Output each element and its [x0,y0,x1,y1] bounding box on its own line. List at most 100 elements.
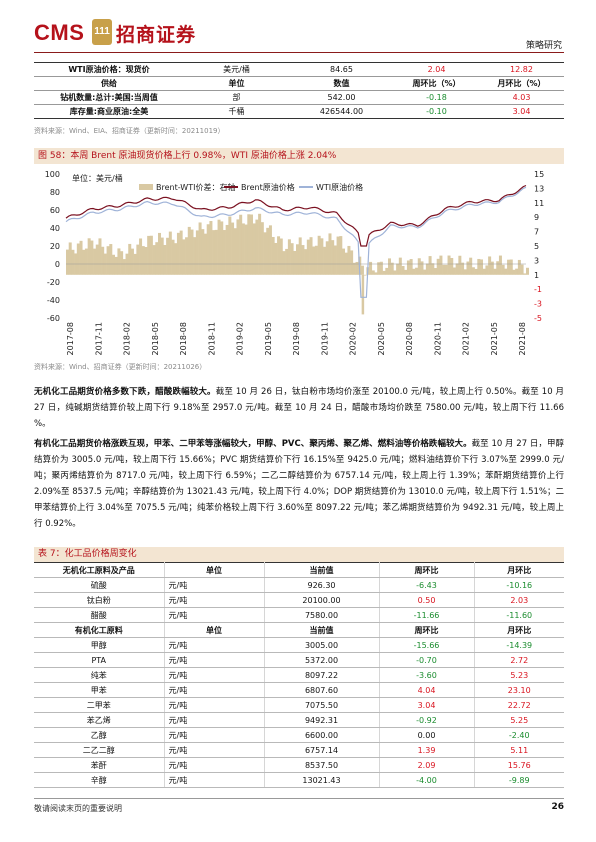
spread-bar [158,232,162,275]
spread-bar [455,263,459,275]
table-row: WTI原油价格：现货价 美元/桶 84.65 2.04 12.82 [34,63,564,77]
row-mom: -9.89 [474,772,564,788]
spread-bar [301,245,305,275]
table-row: 甲醇 元/吨 3005.00 -15.66 -14.39 [34,637,564,653]
spread-bar [425,263,429,275]
table-row: 二乙二醇 元/吨 6757.14 1.39 5.11 [34,742,564,758]
x-tick-label: 2021-08 [518,322,527,355]
spread-bar [231,222,235,275]
row-mom: 3.04 [512,107,531,116]
row-mom: 4.03 [512,93,531,102]
row-value: 3005.00 [264,637,380,653]
row-wow: -15.66 [379,637,475,653]
row-mom: 月环比（%） [497,79,546,88]
spread-bar [393,270,397,275]
table-header-row: 有机化工原料 单位 当前值 周环比 月环比 [34,622,564,638]
spread-bar [431,263,435,275]
spread-bar [482,268,486,275]
spread-bar [477,258,481,275]
row-mom: 12.82 [510,65,533,74]
spread-bar [328,233,332,275]
row-wow: 2.04 [427,65,446,74]
spread-bar [214,229,218,275]
spread-bar [285,248,289,275]
spread-bar [271,236,275,275]
row-value: 542.00 [327,93,356,102]
table-row: 二甲苯 元/吨 7075.50 3.04 22.72 [34,697,564,713]
spread-bar [98,238,102,275]
spread-bar [512,269,516,275]
spread-bar [496,261,500,275]
table-row: 甲苯 元/吨 6807.60 4.04 23.10 [34,682,564,698]
row-value: 8537.50 [264,757,380,773]
spread-bar [228,216,232,275]
spread-bar [201,229,205,275]
row-mom: -14.39 [474,637,564,653]
spread-bar [401,265,405,275]
spread-bar [263,232,267,275]
spread-bar [193,237,197,275]
spread-bar [247,214,251,275]
table-row: 苯酐 元/吨 8537.50 2.09 15.76 [34,757,564,773]
y-left-tick-label: -20 [47,278,60,287]
spread-bar [149,235,153,275]
row-wow: 4.04 [379,682,475,698]
spread-bar [323,246,327,275]
spread-bar [415,267,419,275]
spread-bar [312,246,316,275]
spread-bar [369,261,373,275]
row-name: 纯苯 [34,667,165,683]
row-name: 二乙二醇 [34,742,165,758]
row-wow: 0.00 [379,727,475,743]
spread-bar [517,259,521,275]
spread-bar [428,256,432,275]
spread-bar [233,228,237,275]
spread-bar [176,232,180,275]
spread-bar [382,270,386,275]
row-unit: 元/吨 [164,592,265,608]
row-wow: -3.60 [379,667,475,683]
y-right-tick-label: -5 [534,314,542,323]
table-row: 纯苯 元/吨 8097.22 -3.60 5.23 [34,667,564,683]
row-mom: 5.25 [474,712,564,728]
x-tick-label: 2021-02 [462,322,471,355]
row-mom: 15.76 [474,757,564,773]
spread-bar [493,268,497,275]
spread-bar [204,233,208,275]
spread-bar [509,259,513,275]
spread-bar [333,245,337,275]
spread-bar [404,269,408,275]
row-unit: 元/吨 [164,757,265,773]
spread-bar [342,248,346,275]
spread-bar [128,243,132,275]
spread-bar [152,245,156,275]
spread-bar [344,252,348,275]
header-value: 当前值 [264,622,380,638]
row-mom: 5.23 [474,667,564,683]
paragraph-text: 截至 10 月 26 日，钛白粉市场均价涨至 20100.0 元/吨，较上周上行… [34,387,564,429]
spread-bar [187,226,191,275]
spread-bar [520,264,524,275]
row-mom: -11.60 [474,607,564,623]
spread-bar [274,242,278,275]
paragraph-organic: 有机化工品期货价格涨跌互现，甲苯、二甲苯等涨幅较大，甲醇、PVC、聚丙烯、聚乙烯… [34,436,564,532]
oil-price-chart: -60-40-20020406080100-5-3-11357911131520… [45,170,544,355]
row-unit: 元/吨 [164,697,265,713]
y-right-tick-label: 13 [534,184,544,193]
spread-bar [339,236,343,275]
spread-bar [444,264,448,275]
header-value: 当前值 [264,562,380,578]
spread-bar [266,227,270,275]
spread-bar [95,244,99,275]
spread-bar [458,255,462,275]
row-name: 辛醇 [34,772,165,788]
table-row: 钛白粉 元/吨 20100.00 0.50 2.03 [34,592,564,608]
spread-bar [355,261,359,275]
spread-bar [117,248,121,275]
oil-supply-table: WTI原油价格：现货价 美元/桶 84.65 2.04 12.82 供给 单位 数值 周环比（%… [34,62,564,119]
header-mom: 月环比 [474,562,564,578]
row-value: 7580.00 [264,607,380,623]
row-wow: -6.43 [379,577,475,593]
row-wow: 周环比（%） [412,79,461,88]
spread-bar [82,249,86,275]
